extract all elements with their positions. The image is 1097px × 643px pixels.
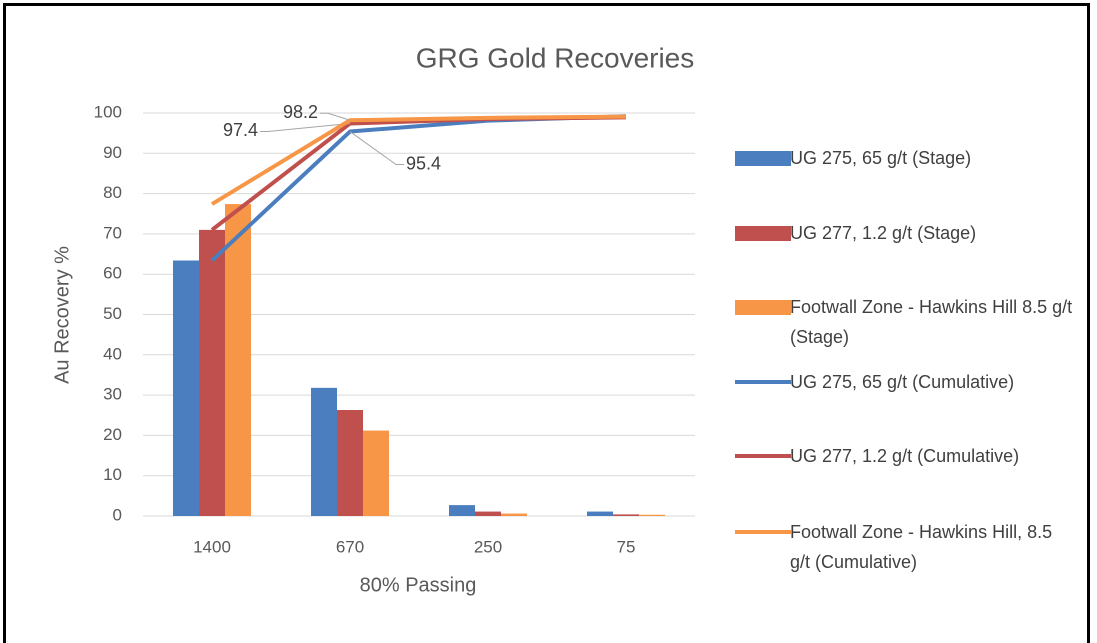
data-label: 97.4 (223, 120, 258, 140)
bar (501, 513, 527, 516)
data-label: 95.4 (406, 153, 441, 173)
y-tick-label: 50 (103, 304, 122, 323)
bar (199, 229, 225, 516)
x-tick-label: 75 (617, 537, 636, 556)
y-tick-label: 20 (103, 425, 122, 444)
legend-label: UG 275, 65 g/t (Cumulative) (790, 372, 1015, 392)
legend-item: UG 277, 1.2 g/t (Cumulative) (730, 441, 1080, 471)
bar (475, 511, 501, 516)
legend-item: UG 275, 65 g/t (Cumulative) (730, 367, 1080, 397)
legend-item: Footwall Zone - Hawkins Hill 8.5 g/t (St… (730, 292, 1080, 352)
x-tick-label: 670 (336, 537, 364, 556)
legend-label: Footwall Zone - Hawkins Hill, 8.5 g/t (C… (790, 522, 1053, 572)
bar (173, 260, 199, 516)
y-tick-label: 10 (103, 465, 122, 484)
legend-marker (730, 367, 791, 397)
leader-line (320, 112, 351, 121)
y-tick-label: 70 (103, 223, 122, 242)
bar (225, 204, 251, 516)
bar (613, 514, 639, 516)
x-axis-label: 80% Passing (360, 574, 477, 596)
y-tick-label: 60 (103, 264, 122, 283)
y-axis-label: Au Recovery % (51, 246, 73, 384)
legend-label: UG 275, 65 g/t (Stage) (790, 148, 972, 168)
legend-label: UG 277, 1.2 g/t (Cumulative) (790, 446, 1020, 466)
legend-item: UG 275, 65 g/t (Stage) (730, 143, 1080, 173)
y-tick-label: 40 (103, 344, 122, 363)
bar (337, 410, 363, 516)
y-tick-label: 30 (103, 385, 122, 404)
leader-line (260, 122, 351, 132)
legend-marker (730, 517, 791, 547)
data-label: 98.2 (283, 102, 318, 122)
x-tick-label: 1400 (193, 537, 231, 556)
legend-label: UG 277, 1.2 g/t (Stage) (790, 223, 977, 243)
legend-label: Footwall Zone - Hawkins Hill 8.5 g/t (St… (790, 297, 1073, 347)
y-tick-label: 100 (94, 102, 122, 121)
line-series (210, 114, 627, 262)
bar (449, 505, 475, 516)
line-series (210, 114, 627, 206)
legend-marker (730, 292, 791, 322)
legend-marker (730, 218, 791, 248)
y-tick-label: 80 (103, 183, 122, 202)
legend-item: Footwall Zone - Hawkins Hill, 8.5 g/t (C… (730, 517, 1080, 577)
y-tick-label: 0 (113, 505, 122, 524)
frame (3, 3, 1090, 643)
bar (587, 511, 613, 516)
legend-marker (730, 441, 791, 471)
bar (311, 387, 337, 516)
line-series (210, 115, 627, 232)
bar (639, 514, 665, 516)
leader-line (349, 131, 404, 166)
legend-marker (730, 143, 791, 173)
bar (363, 430, 389, 516)
chart-title: GRG Gold Recoveries (416, 42, 695, 73)
y-tick-label: 90 (103, 143, 122, 162)
legend-item: UG 277, 1.2 g/t (Stage) (730, 218, 1080, 248)
x-tick-label: 250 (474, 537, 502, 556)
